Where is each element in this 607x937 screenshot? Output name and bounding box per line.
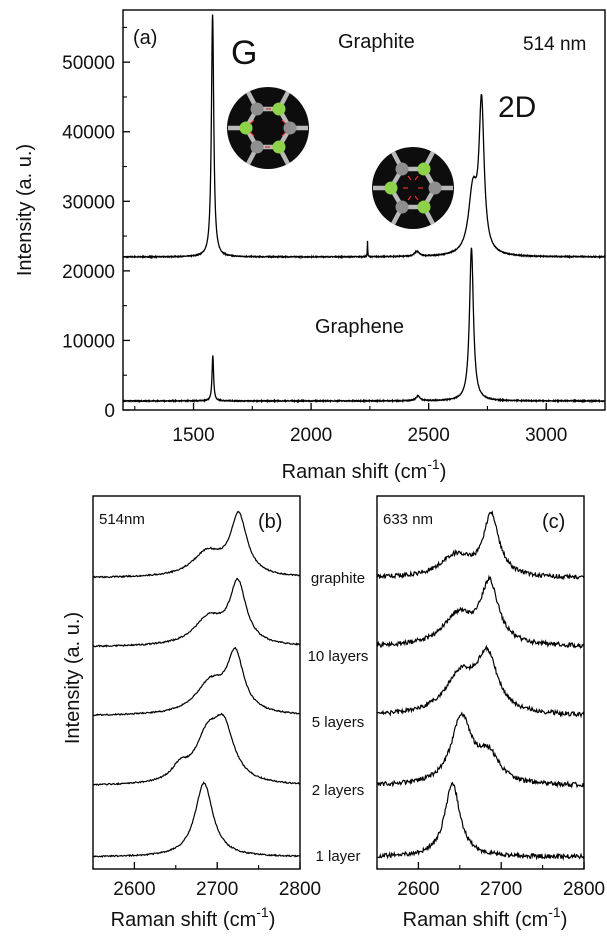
panel-b-ticks: 2600 2700 2800 xyxy=(92,862,321,900)
annotation-g: G xyxy=(231,34,257,72)
panel-a-frame xyxy=(122,9,606,411)
panel-b-xlabel-main: Raman shift (cm xyxy=(111,909,257,931)
panel-a-xtick-label: 3000 xyxy=(525,425,567,446)
g-mode-molecule-icon xyxy=(227,87,309,169)
panel-c-xlabel: Raman shift (cm-1) xyxy=(403,904,568,931)
panel-a-xlabel-close: ) xyxy=(440,461,447,483)
panel-a-lines xyxy=(122,14,606,404)
panel-b-xtick-label: 2800 xyxy=(279,879,321,900)
series-label: 1 layer xyxy=(315,848,360,865)
panel-a-ylabel: Intensity (a. u.) xyxy=(14,144,36,276)
panel-a-ytick-label: 30000 xyxy=(62,192,115,213)
panel-b-xtick-label: 2600 xyxy=(113,879,155,900)
panel-c-frame xyxy=(376,495,585,870)
panel-c-series-line xyxy=(376,644,585,719)
series-label: 10 layers xyxy=(308,648,369,665)
panel-b-frame xyxy=(92,495,301,870)
panel-b-series-line xyxy=(92,510,300,579)
panel-c-xtick-label: 2700 xyxy=(480,879,522,900)
panel-b-xlabel-close: ) xyxy=(269,909,276,931)
panel-b-label: (b) xyxy=(258,511,282,533)
panel-a-xlabel: Raman shift (cm-1) xyxy=(282,456,447,483)
2d-mode-molecule-icon xyxy=(372,147,454,229)
panel-b-lines xyxy=(92,510,301,858)
panel-c-series-line xyxy=(376,711,585,789)
panel-a-xtick-label: 2500 xyxy=(408,425,450,446)
panel-a-ytick-label: 40000 xyxy=(62,123,115,144)
panel-a-ytick-label: 10000 xyxy=(62,331,115,352)
series-label: 2 layers xyxy=(312,782,365,799)
panel-b-series-labels: graphite 10 layers 5 layers 2 layers 1 layer xyxy=(308,570,369,865)
panel-b-series-line xyxy=(92,646,300,717)
panel-c-lines xyxy=(376,510,585,861)
panel-a-xtick-label: 2000 xyxy=(290,425,332,446)
panel-a-xlabel-main: Raman shift (cm xyxy=(282,461,428,483)
series-label: 5 layers xyxy=(312,714,365,731)
panel-c-label: (c) xyxy=(542,511,565,533)
panel-b-series-line xyxy=(92,577,301,648)
panel-c-xlabel-sup: -1 xyxy=(548,904,561,920)
panel-b-wavelength: 514nm xyxy=(99,511,145,528)
panel-c-series-line xyxy=(376,574,585,650)
panel-a-ytick-label: 20000 xyxy=(62,262,115,283)
panel-c-xtick-label: 2800 xyxy=(563,879,605,900)
panel-a-ytick-label: 0 xyxy=(104,401,115,422)
series-line-graphene xyxy=(122,247,606,404)
series-label: graphite xyxy=(311,570,365,587)
annotation-graphite: Graphite xyxy=(338,31,415,53)
panel-c-series-line xyxy=(376,781,585,861)
panel-b-ylabel: Intensity (a. u.) xyxy=(62,612,84,744)
panel-a-xtick-label: 1500 xyxy=(172,425,214,446)
panel-b-xlabel-sup: -1 xyxy=(256,904,269,920)
panel-c-xlabel-main: Raman shift (cm xyxy=(403,909,549,931)
panel-c-series-line xyxy=(376,510,585,581)
panel-a-label: (a) xyxy=(133,27,157,49)
annotation-2d: 2D xyxy=(498,91,536,124)
panel-b-series-line xyxy=(92,712,300,786)
panel-b-xlabel: Raman shift (cm-1) xyxy=(111,904,276,931)
panel-b-series-line xyxy=(92,781,300,858)
series-line-graphite xyxy=(122,14,606,260)
panel-a-wavelength: 514 nm xyxy=(523,34,586,55)
panel-b: 2600 2700 2800 graphite 10 layers 5 layers 2 … xyxy=(62,495,369,931)
panel-c-xtick-label: 2600 xyxy=(397,879,439,900)
panel-c-ticks: 2600 2700 2800 xyxy=(376,862,605,900)
panel-c-xlabel-close: ) xyxy=(561,909,568,931)
panel-c-wavelength: 633 nm xyxy=(383,511,433,528)
panel-c: 2600 2700 2800 633 nm (c) Raman shift (cm-… xyxy=(376,495,605,931)
panel-b-xtick-label: 2700 xyxy=(196,879,238,900)
panel-a-ticks: 1500 2000 2500 3000010000200003000040000500… xyxy=(62,26,567,446)
panel-a-xlabel-sup: -1 xyxy=(427,456,440,472)
panel-a: 1500 2000 2500 3000010000200003000040000500… xyxy=(14,9,606,483)
panel-a-ytick-label: 50000 xyxy=(62,53,115,74)
annotation-graphene: Graphene xyxy=(315,316,404,338)
